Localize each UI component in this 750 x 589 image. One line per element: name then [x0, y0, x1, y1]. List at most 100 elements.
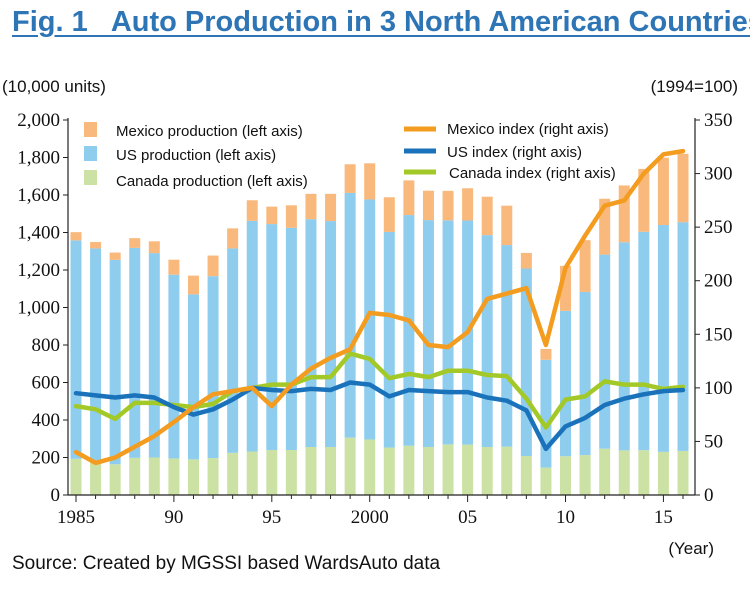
- left-tick-label: 1,800: [17, 148, 60, 169]
- left-tick-label: 0: [51, 485, 61, 506]
- bar-mexico-production: [129, 238, 141, 248]
- x-tick-label: 05: [458, 507, 477, 528]
- bar-canada-production: [325, 447, 337, 495]
- bar-us-production: [148, 253, 160, 458]
- bar-mexico-production: [70, 232, 82, 241]
- bar-canada-production: [403, 445, 415, 495]
- bar-canada-production: [168, 458, 180, 495]
- bar-canada-production: [187, 459, 199, 495]
- bar-us-production: [207, 276, 219, 459]
- index-lines: [73, 148, 686, 466]
- legend-label-us-index: US index (right axis): [447, 144, 582, 161]
- x-axis: 1985 90 95 2000 05 10 15: [57, 495, 684, 528]
- bar-canada-production: [540, 467, 552, 495]
- legend-swatch-mexico-production: [84, 122, 97, 137]
- bar-us-production: [657, 225, 669, 452]
- bar-mexico-production: [187, 275, 199, 295]
- right-tick-label: 150: [704, 324, 733, 345]
- bar-mexico-production: [90, 242, 102, 249]
- legend-label-mexico-index: Mexico index (right axis): [447, 121, 609, 138]
- x-tick-label: 10: [556, 507, 575, 528]
- stacked-bars: [70, 153, 689, 495]
- bar-canada-production: [501, 446, 513, 495]
- left-tick-label: 400: [32, 410, 61, 431]
- bar-mexico-production: [207, 255, 219, 277]
- bar-canada-production: [227, 452, 239, 495]
- bar-us-production: [305, 219, 317, 447]
- x-tick-label: 95: [262, 507, 281, 528]
- left-tick-label: 2,000: [17, 110, 60, 131]
- legend-label-canada-production: Canada production (left axis): [116, 173, 308, 190]
- x-tick-label: 2000: [351, 507, 389, 528]
- bar-us-production: [70, 240, 82, 459]
- bar-canada-production: [383, 447, 395, 495]
- bar-mexico-production: [677, 153, 689, 223]
- bar-canada-production: [657, 451, 669, 495]
- bar-canada-production: [129, 457, 141, 495]
- bar-canada-production: [109, 464, 121, 495]
- bar-canada-production: [70, 458, 82, 495]
- bar-us-production: [540, 359, 552, 468]
- bar-canada-production: [422, 447, 434, 495]
- bar-mexico-production: [305, 193, 317, 220]
- bar-mexico-production: [266, 206, 278, 225]
- bar-canada-production: [344, 437, 356, 495]
- legend-swatch-canada-production: [84, 170, 97, 185]
- chart-title: Fig. 1 Auto Production in 3 North Americ…: [12, 6, 750, 38]
- bar-us-production: [129, 247, 141, 458]
- bar-us-production: [364, 199, 376, 440]
- bar-us-production: [109, 259, 121, 465]
- bar-canada-production: [481, 447, 493, 495]
- bar-mexico-production: [657, 157, 669, 225]
- bar-us-production: [599, 254, 611, 449]
- bar-mexico-production: [383, 197, 395, 232]
- bar-canada-production: [285, 450, 297, 495]
- bar-us-production: [677, 222, 689, 451]
- bar-us-production: [90, 248, 102, 461]
- right-axis: 0 50 100 150 200 250 300 350: [695, 110, 733, 506]
- left-tick-label: 800: [32, 335, 61, 356]
- bar-us-production: [227, 248, 239, 453]
- bar-us-production: [618, 242, 630, 451]
- bar-us-production: [520, 268, 532, 456]
- x-axis-unit: (Year): [668, 539, 714, 558]
- left-tick-label: 1,600: [17, 185, 60, 206]
- bar-canada-production: [148, 457, 160, 495]
- left-tick-label: 1,400: [17, 223, 60, 244]
- bar-mexico-production: [618, 185, 630, 243]
- bar-us-production: [560, 310, 572, 457]
- bar-us-production: [187, 294, 199, 460]
- bar-us-production: [383, 231, 395, 448]
- bar-us-production: [422, 220, 434, 447]
- right-axis-unit: (1994=100): [651, 77, 738, 96]
- line-mexico-index: [73, 148, 686, 466]
- left-tick-label: 600: [32, 373, 61, 394]
- bar-us-production: [168, 274, 180, 459]
- right-tick-label: 0: [704, 485, 714, 506]
- bar-mexico-production: [403, 180, 415, 216]
- legend: Mexico production (left axis) US product…: [84, 121, 616, 190]
- bar-mexico-production: [344, 164, 356, 193]
- bar-us-production: [344, 192, 356, 438]
- right-tick-label: 100: [704, 378, 733, 399]
- right-tick-label: 300: [704, 164, 733, 185]
- legend-label-mexico-production: Mexico production (left axis): [116, 123, 303, 140]
- bar-us-production: [285, 227, 297, 450]
- bar-canada-production: [579, 455, 591, 495]
- bar-mexico-production: [579, 240, 591, 292]
- x-tick-label: 15: [654, 507, 673, 528]
- right-tick-label: 200: [704, 271, 733, 292]
- bar-mexico-production: [285, 205, 297, 228]
- bar-canada-production: [364, 439, 376, 495]
- bar-mexico-production: [520, 252, 532, 269]
- x-tick-label: 90: [164, 507, 183, 528]
- bar-us-production: [481, 235, 493, 447]
- line-canada-index: [73, 351, 686, 430]
- bar-canada-production: [638, 450, 650, 495]
- bar-mexico-production: [364, 163, 376, 200]
- right-tick-label: 250: [704, 217, 733, 238]
- left-axis: 0 200 400 600 800 1,000 1,200 1,400 1,600 1,800 2,…: [17, 110, 68, 506]
- bar-canada-production: [305, 447, 317, 495]
- bar-us-production: [403, 215, 415, 446]
- bar-canada-production: [599, 448, 611, 495]
